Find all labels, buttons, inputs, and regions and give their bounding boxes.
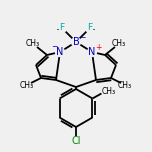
Text: .: . [56,19,60,33]
Circle shape [88,47,97,57]
Circle shape [57,24,67,33]
Text: F: F [59,24,65,33]
Circle shape [85,24,95,33]
Text: −: − [51,43,57,52]
Text: Cl: Cl [71,136,81,146]
Circle shape [55,47,64,57]
Text: B: B [73,37,79,47]
Text: CH₃: CH₃ [101,87,116,96]
Text: .: . [92,19,96,33]
Text: CH₃: CH₃ [20,81,34,90]
Text: CH₃: CH₃ [112,40,126,48]
Text: N: N [56,47,64,57]
Text: CH₃: CH₃ [26,40,40,48]
Text: CH₃: CH₃ [118,81,132,90]
Text: F: F [87,24,93,33]
Text: N: N [88,47,96,57]
Circle shape [71,38,81,47]
Text: −: − [79,33,85,43]
Text: +: + [95,43,101,52]
